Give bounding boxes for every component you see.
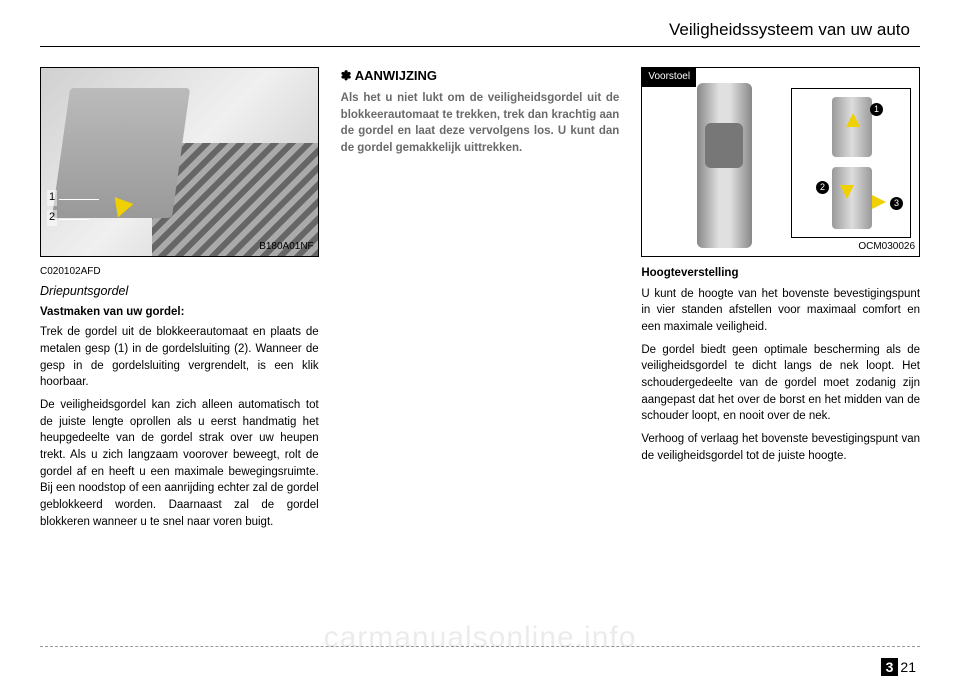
manual-page: Veiligheidssysteem van uw auto 1 2 B180A… [0,0,960,689]
page-number-value: 21 [900,659,916,675]
header-rule [40,46,920,47]
section-code: C020102AFD [40,265,319,280]
notice-star-icon: ✽ [341,68,352,83]
column-2: ✽ AANWIJZING Als het u niet lukt om de v… [341,67,620,536]
figure-seatbelt-fasten: 1 2 B180A01NF [40,67,319,257]
arrow-right-icon [872,195,886,209]
col1-paragraph-1: Trek de gordel uit de blokkeerautomaat e… [40,324,319,391]
lead-line-2 [59,219,89,220]
col1-paragraph-2: De veiligheidsgordel kan zich alleen aut… [40,397,319,530]
arrow-down-icon-2 [840,185,854,199]
figure-tab-label: Voorstoel [642,68,696,87]
page-number: 321 [881,659,916,675]
notice-text: Als het u niet lukt om de veiligheidsgor… [341,90,620,157]
lead-line-1 [59,199,99,200]
subheading-bold-2: Hoogteverstelling [641,265,920,282]
col3-paragraph-3: Verhoog of verlaag het bovenste bevestig… [641,431,920,464]
notice-label: AANWIJZING [355,68,437,83]
content-columns: 1 2 B180A01NF C020102AFD Driepuntsgordel… [40,67,920,536]
col3-paragraph-2: De gordel biedt geen optimale beschermin… [641,342,920,425]
chapter-number: 3 [881,658,899,676]
figure-code-2: OCM030026 [858,240,915,255]
figure-callout-1: 1 [47,190,57,206]
page-header-title: Veiligheidssysteem van uw auto [40,20,920,46]
arrow-up-icon [846,113,860,127]
col3-paragraph-1: U kunt de hoogte van het bovenste bevest… [641,286,920,336]
figure-bg: 1 2 B180A01NF [41,68,318,256]
column-1: 1 2 B180A01NF C020102AFD Driepuntsgordel… [40,67,319,536]
figure-inset: 1 2 3 [791,88,911,238]
subheading-bold-1: Vastmaken van uw gordel: [40,304,319,321]
figure-callout-2: 2 [47,210,57,226]
inset-pillar-top [832,97,872,157]
inset-callout-3: 3 [890,197,903,210]
subheading-italic: Driepuntsgordel [40,282,319,300]
footer-dashed-line [40,646,920,647]
notice-body: Als het u niet lukt om de veiligheidsgor… [341,90,620,157]
notice-heading: ✽ AANWIJZING [341,67,620,86]
inset-callout-2: 2 [816,181,829,194]
figure-anchor [705,123,743,168]
column-3: Voorstoel 1 2 3 OCM030026 Hoogteverstell… [641,67,920,536]
figure-code-1: B180A01NF [259,240,313,255]
figure-height-adjust: Voorstoel 1 2 3 OCM030026 [641,67,920,257]
inset-callout-1: 1 [870,103,883,116]
watermark-text: carmanualsonline.info [0,621,960,655]
